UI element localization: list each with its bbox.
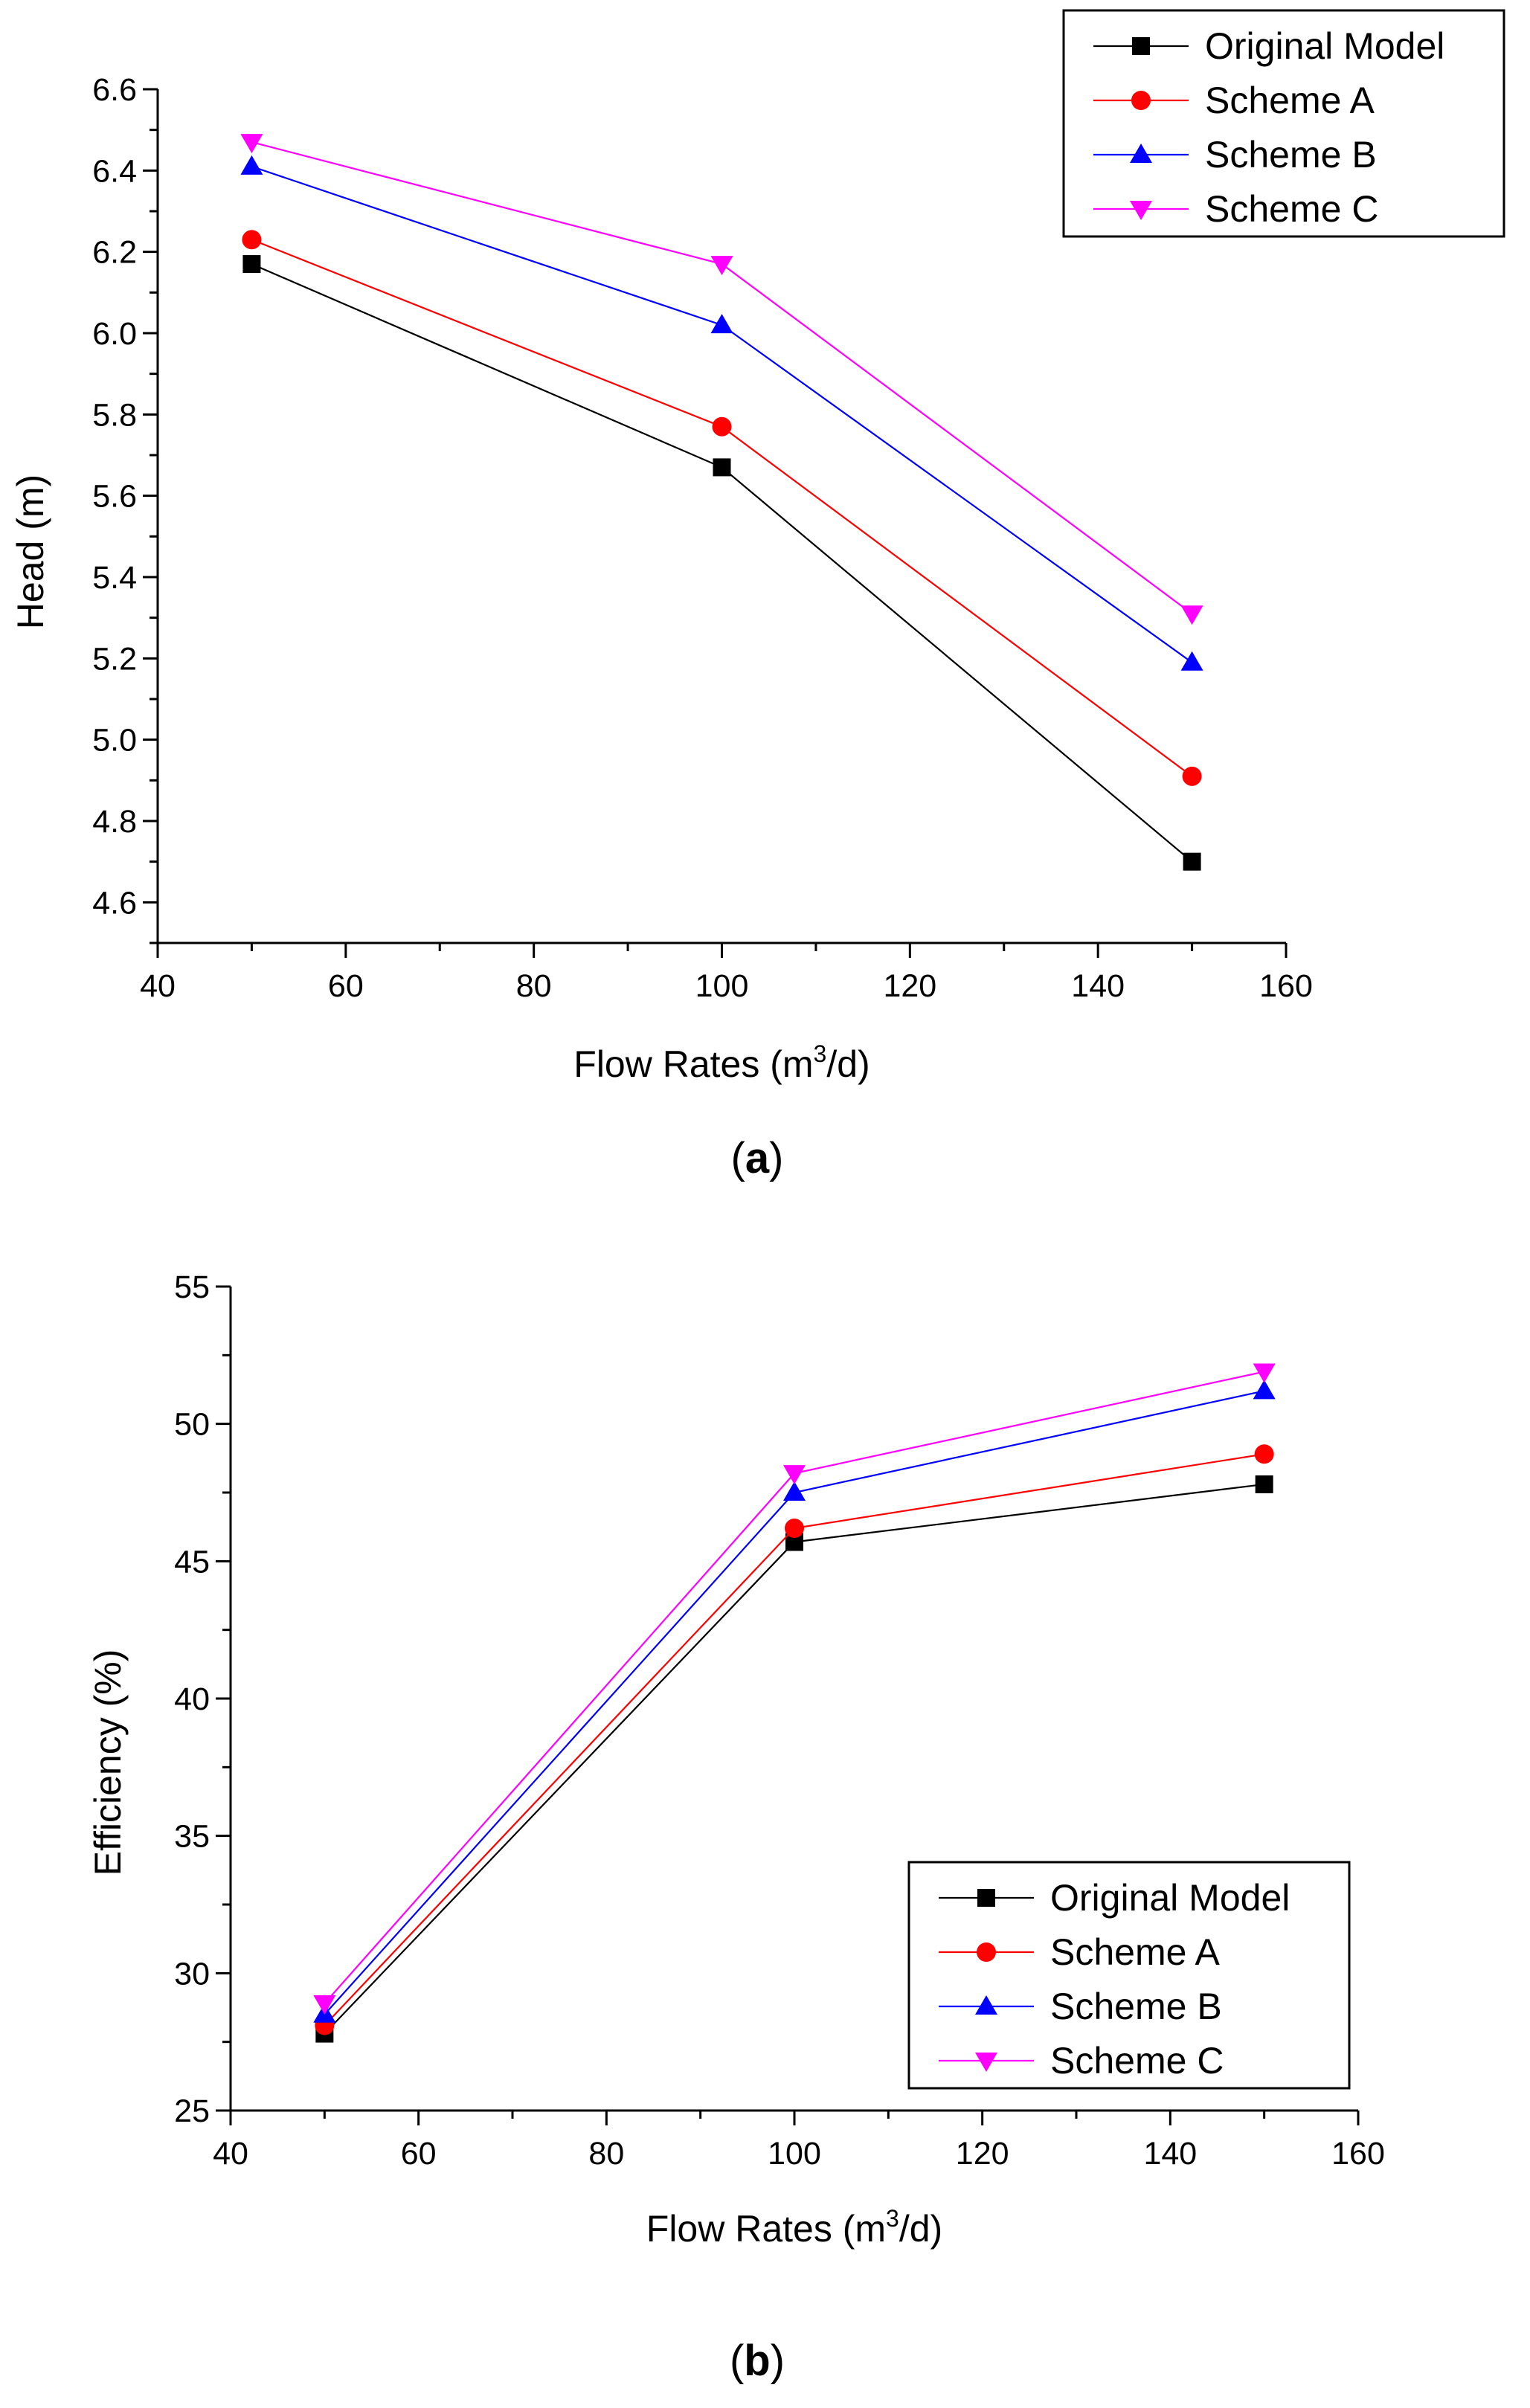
data-point-2-1: [783, 1481, 806, 1501]
x-tick-label: 40: [140, 968, 176, 1004]
y-tick-label: 5.0: [92, 723, 137, 759]
legend: Original Model Scheme A Scheme B Scheme C: [907, 1861, 1351, 2090]
y-tick-label: 6.6: [92, 72, 137, 108]
y-tick-label: 40: [174, 1681, 210, 1717]
data-point-2-1: [710, 314, 733, 334]
legend-label: Scheme A: [1050, 1931, 1221, 1973]
x-tick-label: 80: [516, 968, 552, 1004]
data-point-2-0: [240, 155, 263, 175]
series-line-0: [251, 263, 1193, 863]
chart-panel-b: 40 60 80 100 120 140 160 25 30 35 40 45 50 55 Efficien…: [87, 1269, 1385, 2250]
x-tick-label: 140: [1143, 2136, 1197, 2172]
x-axis-title-main: Flow Rates (m: [646, 2208, 886, 2250]
legend-label: Original Model: [1205, 25, 1444, 67]
y-tick-label: 35: [174, 1819, 210, 1855]
data-point-0-1: [713, 458, 731, 477]
x-tick-label: 120: [883, 968, 936, 1004]
y-tick-label: 4.8: [92, 804, 137, 840]
data-point-1-1: [712, 416, 732, 437]
x-tick-label: 160: [1259, 968, 1313, 1004]
x-axis-title-tail: /d): [899, 2208, 942, 2250]
data-point-1-1: [785, 1519, 804, 1539]
legend-marker-1: [977, 1942, 996, 1962]
chart-panel-a: 40 60 80 100 120 140 160 4.6 4.8 5.0 5.2 5.4 5.6 5.8 6…: [10, 9, 1505, 1085]
data-point-0-0: [242, 255, 261, 274]
data-point-3-0: [240, 134, 263, 154]
legend-label: Scheme C: [1050, 2040, 1224, 2082]
x-tick-label: 40: [213, 2136, 248, 2172]
y-tick-label: 4.6: [92, 885, 137, 921]
y-tick-label: 5.4: [92, 560, 137, 596]
legend-label: Scheme C: [1205, 188, 1378, 230]
caption-a: (a): [731, 1134, 784, 1182]
legend-marker-0: [1132, 37, 1150, 55]
legend-marker-2: [975, 1995, 997, 2015]
data-point-0-2: [1255, 1475, 1273, 1493]
series-line-2: [251, 165, 1193, 663]
y-axis-title: Head (m): [10, 474, 51, 629]
x-tick-label: 100: [695, 968, 749, 1004]
x-axis-title: Flow Rates (m3/d): [573, 1040, 870, 1085]
data-point-3-1: [783, 1465, 806, 1485]
x-tick-label: 100: [768, 2136, 821, 2172]
legend-marker-1: [1131, 91, 1151, 110]
series-line-3: [251, 141, 1193, 615]
data-point-2-2: [1253, 1380, 1276, 1400]
legend-label: Scheme B: [1205, 134, 1377, 176]
x-axis-title-tail: /d): [826, 1043, 870, 1085]
x-tick-label: 80: [588, 2136, 624, 2172]
x-tick-label: 120: [956, 2136, 1009, 2172]
data-point-2-2: [1180, 651, 1203, 671]
legend-marker-3: [975, 2053, 997, 2072]
x-tick-label: 60: [328, 968, 364, 1004]
data-point-3-0: [313, 1995, 336, 2015]
y-tick-label: 6.4: [92, 153, 137, 189]
x-tick-label: 60: [401, 2136, 437, 2172]
x-axis-title-superscript: 3: [886, 2205, 899, 2232]
y-tick-label: 55: [174, 1269, 210, 1305]
data-point-1-0: [242, 230, 262, 250]
y-tick-label: 5.8: [92, 397, 137, 433]
y-tick-label: 45: [174, 1544, 210, 1580]
legend-marker-0: [977, 1889, 995, 1907]
y-axis-title: Efficiency (%): [87, 1649, 129, 1876]
caption-b: (b): [730, 2337, 785, 2385]
y-tick-label: 6.2: [92, 235, 137, 271]
y-tick-label: 5.6: [92, 479, 137, 515]
data-point-3-2: [1180, 605, 1203, 625]
x-axis-title-main: Flow Rates (m: [573, 1043, 813, 1085]
y-tick-label: 5.2: [92, 641, 137, 677]
y-tick-label: 25: [174, 2093, 210, 2129]
data-point-1-2: [1254, 1444, 1274, 1464]
x-axis-title-superscript: 3: [814, 1040, 827, 1067]
legend-label: Scheme B: [1050, 1986, 1222, 2027]
legend: Original Model Scheme A Scheme B Scheme C: [1062, 9, 1505, 238]
x-tick-label: 160: [1331, 2136, 1385, 2172]
data-point-0-2: [1183, 852, 1201, 871]
data-point-3-1: [710, 256, 733, 276]
y-tick-label: 50: [174, 1407, 210, 1443]
y-tick-label: 6.0: [92, 316, 137, 352]
x-tick-label: 140: [1071, 968, 1125, 1004]
legend-marker-2: [1130, 144, 1152, 163]
data-point-1-2: [1182, 766, 1202, 786]
data-point-3-2: [1253, 1363, 1276, 1383]
x-axis-title: Flow Rates (m3/d): [646, 2205, 942, 2250]
y-tick-label: 30: [174, 1956, 210, 1992]
legend-marker-3: [1130, 201, 1152, 220]
legend-label: Scheme A: [1205, 80, 1375, 121]
legend-label: Original Model: [1050, 1877, 1290, 1919]
